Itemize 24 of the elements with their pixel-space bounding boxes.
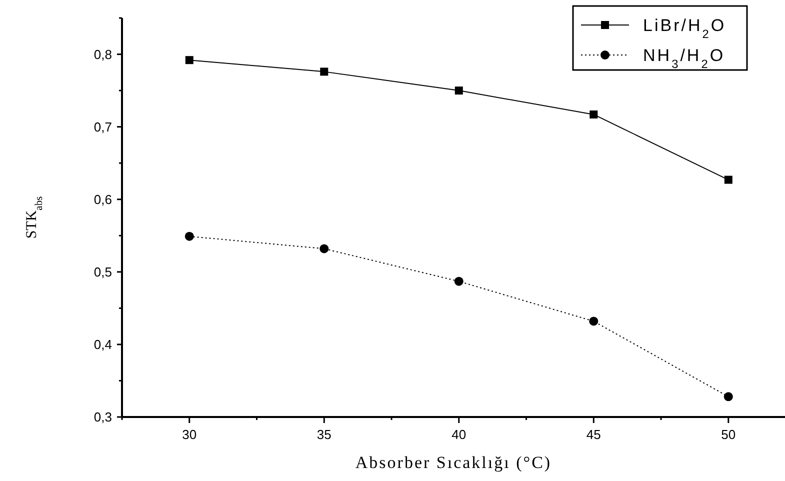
x-tick-label: 50 xyxy=(721,427,736,442)
point xyxy=(184,232,194,241)
y-tick-label: 0,6 xyxy=(94,192,112,207)
point xyxy=(320,244,329,254)
x-tick-label: 40 xyxy=(452,427,466,442)
legend-label: LiBr/H$_{2}$O xyxy=(643,16,726,41)
point xyxy=(320,68,328,76)
y-tick-label: 0,5 xyxy=(94,264,112,280)
point xyxy=(185,56,194,64)
point xyxy=(454,86,463,95)
point xyxy=(724,392,733,402)
y-tick-label: 0,4 xyxy=(94,337,112,352)
x-axis-title: Absorber Sıcaklığı (°C) xyxy=(355,453,552,472)
x-tick-label: 45 xyxy=(586,427,601,442)
point xyxy=(724,176,732,184)
point xyxy=(454,276,464,286)
point xyxy=(590,110,598,118)
y-tick-label: 0,3 xyxy=(94,410,112,425)
point xyxy=(589,316,598,326)
x-tick-label: 30 xyxy=(182,427,197,442)
y-tick-label: 0,8 xyxy=(94,46,112,62)
y-tick-label: 0,7 xyxy=(94,119,112,134)
legend-label: NH$_{3}$/H$_{2}$O xyxy=(643,46,726,71)
x-tick-label: 35 xyxy=(316,427,332,442)
